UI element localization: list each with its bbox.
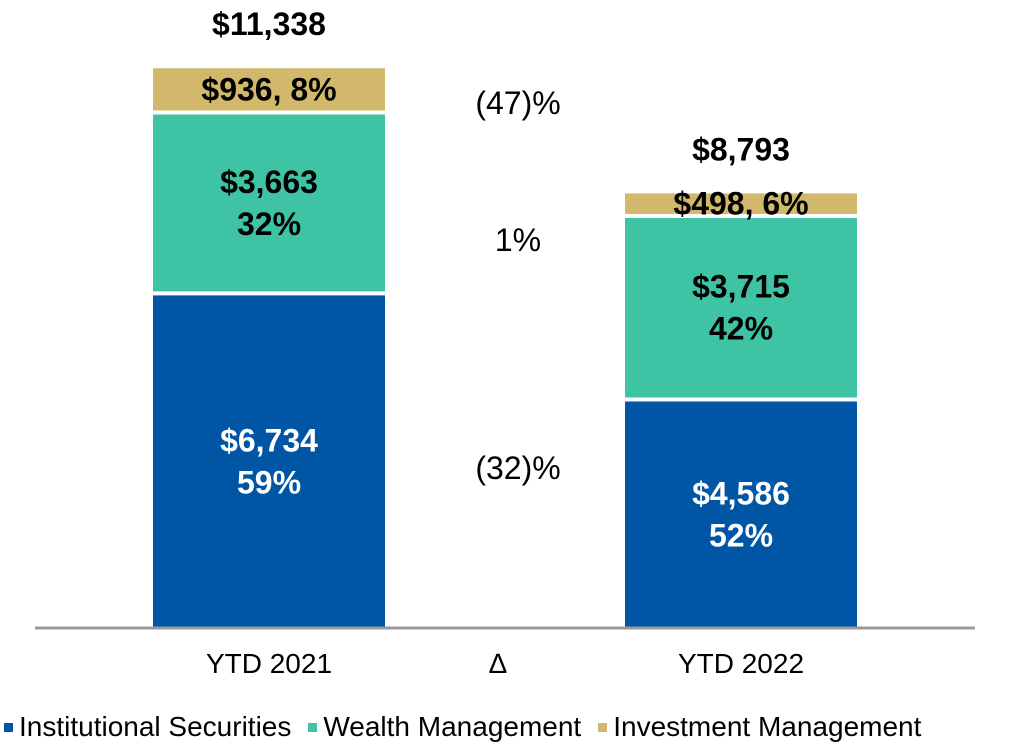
data-label: $4,586	[692, 476, 790, 512]
data-label: $3,715	[692, 269, 790, 305]
bar-segment-investment-management	[153, 68, 385, 111]
bar-segment-investment-management	[625, 193, 857, 215]
legend-item-wealth-management: Wealth Management	[304, 711, 581, 743]
legend: Institutional Securities Wealth Manageme…	[0, 707, 1015, 747]
bar-segment-wealth-management	[625, 218, 857, 398]
legend-swatch	[308, 722, 318, 732]
legend-label: Investment Management	[613, 711, 922, 742]
chart-plot: $6,734 59% $3,663 32% $936, 8% $11,338 YTD 202…	[35, 6, 975, 679]
total-label: $11,338	[212, 6, 326, 42]
legend-item-institutional-securities: Institutional Securities	[0, 711, 291, 743]
data-label: 59%	[237, 465, 301, 501]
x-tick-label: YTD 2022	[678, 648, 804, 679]
total-label: $8,793	[692, 131, 790, 167]
data-label: 42%	[709, 311, 773, 347]
delta-label: (47)%	[475, 85, 560, 121]
bar-segment-wealth-management	[153, 114, 385, 292]
data-label: $498, 6%	[673, 186, 808, 222]
delta-label: (32)%	[475, 450, 560, 486]
legend-swatch	[4, 722, 13, 732]
x-tick-label: YTD 2021	[206, 648, 332, 679]
data-label: 32%	[237, 206, 301, 242]
legend-label: Institutional Securities	[19, 711, 292, 742]
data-label: $3,663	[220, 164, 318, 200]
data-label: $6,734	[220, 423, 318, 459]
delta-label: 1%	[495, 222, 541, 258]
legend-swatch	[598, 722, 608, 732]
legend-item-investment-management: Investment Management	[594, 711, 921, 743]
legend-label: Wealth Management	[323, 711, 582, 742]
delta-axis-label: ∆	[489, 648, 507, 679]
data-label: 52%	[709, 518, 773, 554]
bar-segment-institutional-securities	[625, 401, 857, 628]
bar-segment-institutional-securities	[153, 295, 385, 628]
data-label: $936, 8%	[201, 71, 336, 107]
